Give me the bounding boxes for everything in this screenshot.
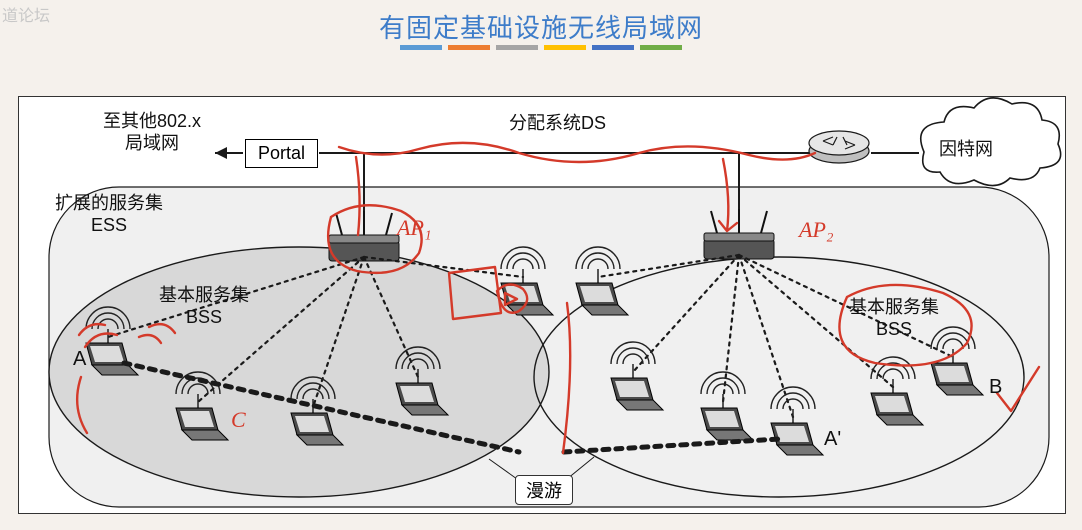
label-internet: 因特网	[939, 139, 993, 161]
accent-color-bars	[400, 45, 682, 50]
bar-4	[544, 45, 586, 50]
label-bss1: 基本服务集BSS	[159, 285, 249, 328]
label-other-lan: 至其他802.x局域网	[103, 111, 201, 154]
label-a: A	[73, 347, 86, 371]
annotation-ap2: AP₂	[799, 217, 834, 243]
slide-canvas: 道论坛 有固定基础设施无线局域网 至其他802.x局域网 Portal 分配系统…	[0, 0, 1082, 530]
annotation-c: C	[231, 407, 246, 433]
diagram-frame: 至其他802.x局域网 Portal 分配系统DS 因特网 扩展的服务集ESS …	[18, 96, 1066, 514]
label-ds: 分配系统DS	[509, 113, 606, 135]
bar-1	[400, 45, 442, 50]
label-a-prime: A'	[824, 427, 841, 451]
portal-box: Portal	[245, 139, 318, 168]
label-bss2: 基本服务集BSS	[849, 297, 939, 340]
roam-label-box: 漫游	[515, 475, 573, 505]
label-ess: 扩展的服务集ESS	[55, 193, 163, 236]
bar-6	[640, 45, 682, 50]
bar-2	[448, 45, 490, 50]
label-b: B	[989, 375, 1002, 399]
bar-5	[592, 45, 634, 50]
bar-3	[496, 45, 538, 50]
slide-title: 有固定基础设施无线局域网	[0, 8, 1082, 45]
annotation-ap1: AP₁	[397, 215, 432, 241]
